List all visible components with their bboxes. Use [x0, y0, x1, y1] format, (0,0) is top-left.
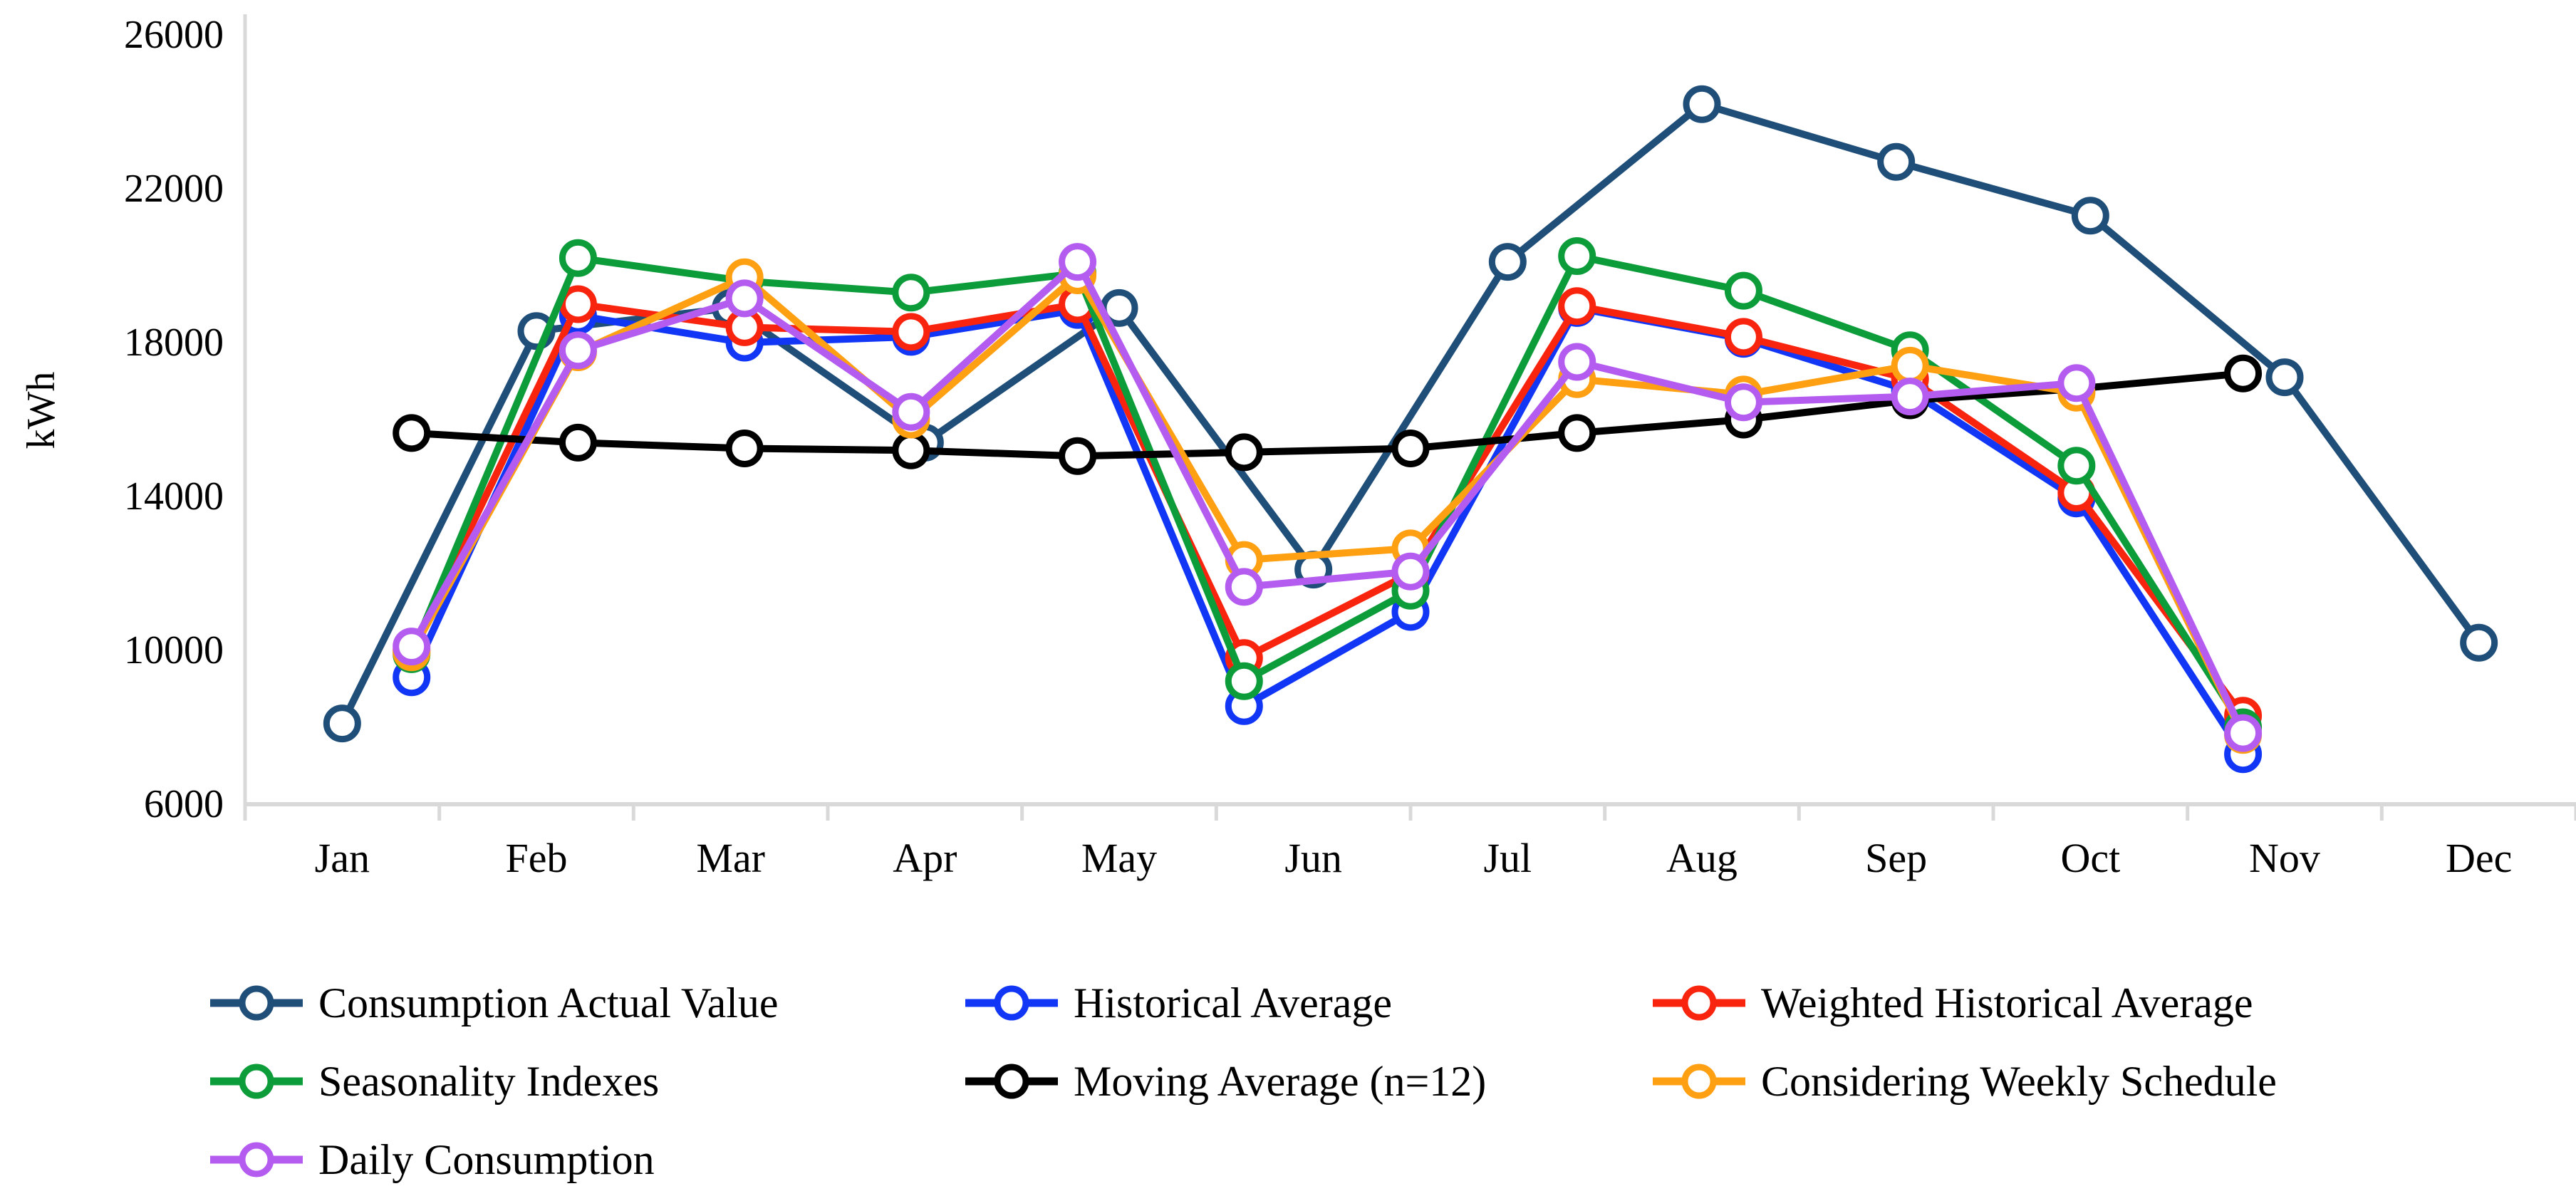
series-point-daily-consumption [393, 628, 431, 666]
series-point-consumption-actual-value [1683, 85, 1721, 123]
legend-item-moving-average-n-12: Moving Average (n=12) [965, 1049, 1486, 1113]
x-tick-label-oct: Oct [2060, 835, 2121, 881]
y-tick-label: 6000 [144, 782, 224, 826]
series-point-seasonality-indexes [2057, 447, 2096, 485]
series-point-moving-average-n-12 [892, 431, 930, 469]
series-point-moving-average-n-12 [559, 423, 597, 462]
legend-label: Considering Weekly Schedule [1761, 1057, 2277, 1105]
series-point-daily-consumption [892, 392, 930, 431]
series-line-considering-weekly-schedule [408, 269, 2247, 737]
series-point-weighted-historical-average [1724, 318, 1762, 356]
series-point-daily-consumption [1225, 568, 1263, 606]
series-point-seasonality-indexes [1724, 271, 1762, 310]
series-line-daily-consumption [408, 256, 2247, 735]
series-point-moving-average-n-12 [1558, 414, 1596, 452]
x-tick-label-feb: Feb [505, 835, 568, 881]
series-point-moving-average-n-12 [1225, 433, 1263, 472]
legend-item-daily-consumption: Daily Consumption [210, 1128, 655, 1192]
legend-marker-icon-daily-consumption [210, 1142, 303, 1177]
legend-item-consumption-actual-value: Consumption Actual Value [210, 971, 779, 1035]
series-point-consumption-actual-value [323, 705, 361, 743]
legend-marker-icon-seasonality-indexes [210, 1064, 303, 1099]
y-tick-label: 14000 [124, 474, 224, 519]
series-point-consumption-actual-value [1488, 243, 1527, 281]
series-point-daily-consumption [725, 279, 764, 318]
series-point-daily-consumption [1724, 383, 1762, 422]
legend-marker-icon-considering-weekly-schedule [1653, 1064, 1745, 1099]
x-tick-label-jan: Jan [314, 835, 370, 881]
series-point-daily-consumption [1558, 343, 1596, 381]
x-tick-label-apr: Apr [893, 835, 957, 881]
series-line-historical-average [408, 303, 2246, 757]
legend-marker-icon-weighted-historical-average [1653, 985, 1745, 1021]
series-point-consumption-actual-value [1877, 142, 1916, 181]
series-line-moving-average-n-12 [411, 370, 2244, 460]
series-point-daily-consumption [1391, 552, 1430, 591]
x-tick-label-sep: Sep [1865, 835, 1928, 881]
legend-marker-icon-historical-average [965, 985, 1058, 1021]
series-point-seasonality-indexes [1558, 237, 1596, 275]
series-point-moving-average-n-12 [1391, 430, 1430, 467]
legend-item-seasonality-indexes: Seasonality Indexes [210, 1049, 659, 1113]
y-tick-label: 26000 [124, 13, 224, 57]
x-tick-label-mar: Mar [696, 835, 765, 881]
x-tick-label-dec: Dec [2445, 835, 2513, 881]
series-point-moving-average-n-12 [1059, 437, 1097, 475]
legend-item-considering-weekly-schedule: Considering Weekly Schedule [1653, 1049, 2277, 1113]
series-point-consumption-actual-value [2460, 623, 2498, 662]
y-axis-title: kWh [19, 371, 63, 449]
series-point-seasonality-indexes [1225, 662, 1263, 700]
series-point-considering-weekly-schedule [1891, 346, 1929, 385]
legend-label: Consumption Actual Value [318, 979, 779, 1026]
y-tick-label: 10000 [124, 628, 224, 672]
series-point-moving-average-n-12 [2224, 354, 2263, 392]
legend-item-historical-average: Historical Average [965, 971, 1392, 1035]
legend-label: Moving Average (n=12) [1074, 1057, 1487, 1105]
y-tick-label: 22000 [124, 167, 224, 211]
series-point-consumption-actual-value [2265, 358, 2304, 397]
x-tick-label-jun: Jun [1284, 835, 1342, 881]
series-point-moving-average-n-12 [725, 430, 764, 467]
legend-label: Historical Average [1074, 979, 1393, 1026]
series-point-daily-consumption [559, 331, 597, 370]
series-point-daily-consumption [1891, 378, 1929, 416]
series-point-seasonality-indexes [892, 274, 930, 312]
series-point-seasonality-indexes [559, 239, 597, 277]
series-line-weighted-historical-average [408, 300, 2246, 718]
x-tick-label-may: May [1081, 835, 1158, 881]
series-point-daily-consumption [2057, 364, 2096, 402]
series-point-weighted-historical-average [1558, 287, 1596, 326]
legend-marker-icon-moving-average-n-12 [965, 1064, 1058, 1099]
series-point-moving-average-n-12 [393, 414, 431, 452]
series-point-daily-consumption [1059, 243, 1097, 281]
x-tick-label-nov: Nov [2249, 835, 2320, 881]
series-point-weighted-historical-average [892, 313, 930, 351]
legend-label: Seasonality Indexes [318, 1057, 660, 1105]
legend-marker-icon-consumption-actual-value [210, 985, 303, 1021]
legend-item-weighted-historical-average: Weighted Historical Average [1653, 971, 2253, 1035]
legend-label: Daily Consumption [318, 1135, 655, 1183]
legend-label: Weighted Historical Average [1761, 979, 2253, 1026]
x-tick-label-aug: Aug [1666, 835, 1738, 881]
y-tick-label: 18000 [124, 321, 224, 365]
series-point-daily-consumption [2224, 714, 2263, 752]
series-point-consumption-actual-value [2071, 197, 2109, 235]
x-tick-label-jul: Jul [1483, 835, 1532, 881]
